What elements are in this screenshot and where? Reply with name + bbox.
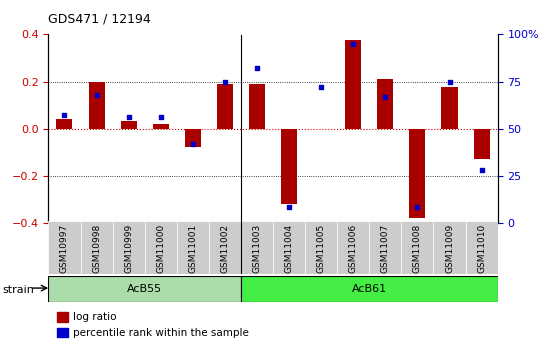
Bar — [241, 276, 498, 302]
Point — [285, 205, 293, 210]
Bar — [57, 328, 68, 337]
Text: percentile rank within the sample: percentile rank within the sample — [73, 328, 249, 337]
Bar — [241, 221, 273, 274]
Bar — [153, 124, 169, 128]
Bar — [48, 221, 81, 274]
Text: GSM11000: GSM11000 — [156, 224, 165, 273]
Point — [477, 167, 486, 172]
Bar — [81, 221, 112, 274]
Text: GSM11009: GSM11009 — [445, 224, 454, 273]
Bar — [377, 79, 393, 128]
Text: GSM10998: GSM10998 — [92, 224, 101, 273]
Point — [413, 205, 422, 210]
Bar — [345, 40, 362, 128]
Bar — [217, 84, 233, 128]
Point — [445, 79, 454, 84]
Text: GSM11003: GSM11003 — [252, 224, 261, 273]
Bar — [145, 221, 177, 274]
Bar — [465, 221, 498, 274]
Text: GSM11002: GSM11002 — [221, 224, 229, 273]
Bar — [442, 87, 457, 128]
Point — [92, 92, 101, 97]
Text: AcB55: AcB55 — [127, 284, 162, 294]
Point — [124, 115, 133, 120]
Bar — [112, 221, 145, 274]
Text: GSM11001: GSM11001 — [188, 224, 197, 273]
Bar — [185, 128, 201, 147]
Bar — [473, 128, 490, 159]
Text: GSM11004: GSM11004 — [285, 224, 294, 273]
Point — [381, 94, 390, 99]
Bar — [56, 119, 73, 128]
Text: GSM11006: GSM11006 — [349, 224, 358, 273]
Text: GSM11008: GSM11008 — [413, 224, 422, 273]
Bar — [409, 128, 426, 218]
Bar — [401, 221, 434, 274]
Text: GSM11010: GSM11010 — [477, 224, 486, 273]
Text: strain: strain — [3, 286, 34, 295]
Point — [253, 66, 261, 71]
Text: GSM11007: GSM11007 — [381, 224, 390, 273]
Point — [60, 112, 69, 118]
Bar — [337, 221, 369, 274]
Bar — [209, 221, 241, 274]
Bar — [121, 121, 137, 128]
Point — [349, 41, 358, 47]
Text: GDS471 / 12194: GDS471 / 12194 — [48, 12, 151, 25]
Bar — [89, 81, 104, 128]
Text: GSM10997: GSM10997 — [60, 224, 69, 273]
Bar — [369, 221, 401, 274]
Text: GSM11005: GSM11005 — [317, 224, 325, 273]
Bar — [177, 221, 209, 274]
Bar — [281, 128, 297, 204]
Point — [157, 115, 165, 120]
Text: GSM10999: GSM10999 — [124, 224, 133, 273]
Text: log ratio: log ratio — [73, 312, 116, 322]
Bar — [273, 221, 305, 274]
Bar — [48, 276, 241, 302]
Point — [188, 141, 197, 146]
Point — [221, 79, 229, 84]
Bar — [57, 312, 68, 322]
Bar — [434, 221, 465, 274]
Point — [317, 85, 325, 90]
Text: AcB61: AcB61 — [352, 284, 387, 294]
Bar — [249, 84, 265, 128]
Bar — [305, 221, 337, 274]
